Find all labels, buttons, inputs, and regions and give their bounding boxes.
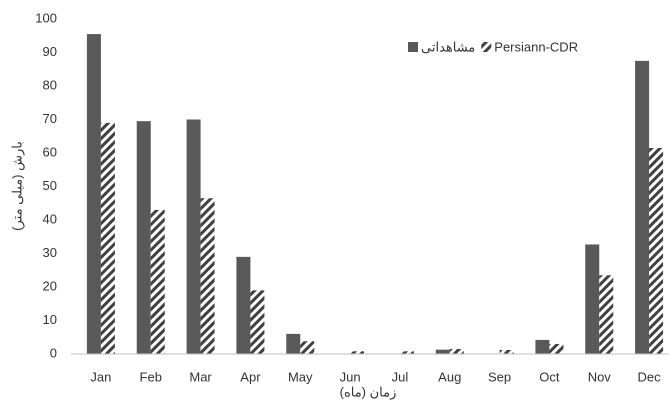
bar — [150, 209, 165, 354]
bar — [585, 244, 600, 354]
y-tick-label: 50 — [43, 178, 57, 193]
bar — [300, 341, 315, 354]
bar — [350, 351, 365, 354]
bar — [649, 147, 664, 354]
bar — [136, 121, 151, 354]
bar — [200, 198, 215, 354]
legend-label: مشاهداتی — [421, 39, 475, 54]
y-tick-label: 10 — [43, 312, 57, 327]
bar — [100, 122, 115, 354]
bar — [549, 343, 564, 354]
x-tick-label: Apr — [240, 369, 261, 384]
y-tick-label: 100 — [35, 10, 57, 25]
y-tick-label: 80 — [43, 77, 57, 92]
y-tick-label: 0 — [50, 345, 57, 360]
bar — [250, 290, 265, 354]
x-tick-label: Nov — [588, 369, 612, 384]
x-tick-label: Jun — [340, 369, 361, 384]
bar — [86, 34, 101, 354]
x-tick-label: Oct — [539, 369, 560, 384]
y-tick-label: 20 — [43, 278, 57, 293]
bar — [635, 60, 650, 354]
y-tick-label: 40 — [43, 211, 57, 226]
legend-label: Persiann-CDR — [494, 39, 578, 54]
y-tick-label: 60 — [43, 144, 57, 159]
x-tick-label: Mar — [189, 369, 212, 384]
x-axis-label: زمان (ماه) — [340, 384, 397, 400]
legend-swatch — [408, 42, 418, 52]
x-tick-label: May — [288, 369, 313, 384]
y-axis-label: بارش (میلی متر) — [9, 141, 25, 231]
bar — [599, 275, 614, 354]
bar — [499, 349, 514, 354]
x-tick-label: Sep — [488, 369, 511, 384]
bar — [186, 119, 201, 354]
bar — [236, 256, 251, 354]
y-tick-label: 90 — [43, 44, 57, 59]
y-tick-label: 30 — [43, 245, 57, 260]
x-tick-label: Feb — [140, 369, 162, 384]
y-tick-label: 70 — [43, 111, 57, 126]
x-tick-label: Aug — [438, 369, 461, 384]
bar — [435, 349, 450, 354]
x-tick-label: Jan — [90, 369, 111, 384]
x-tick-label: Dec — [638, 369, 662, 384]
x-tick-label: Jul — [392, 369, 409, 384]
bar — [399, 351, 414, 354]
legend-swatch — [481, 42, 492, 52]
bar — [449, 348, 464, 354]
bar — [286, 333, 301, 354]
bar — [535, 339, 550, 354]
